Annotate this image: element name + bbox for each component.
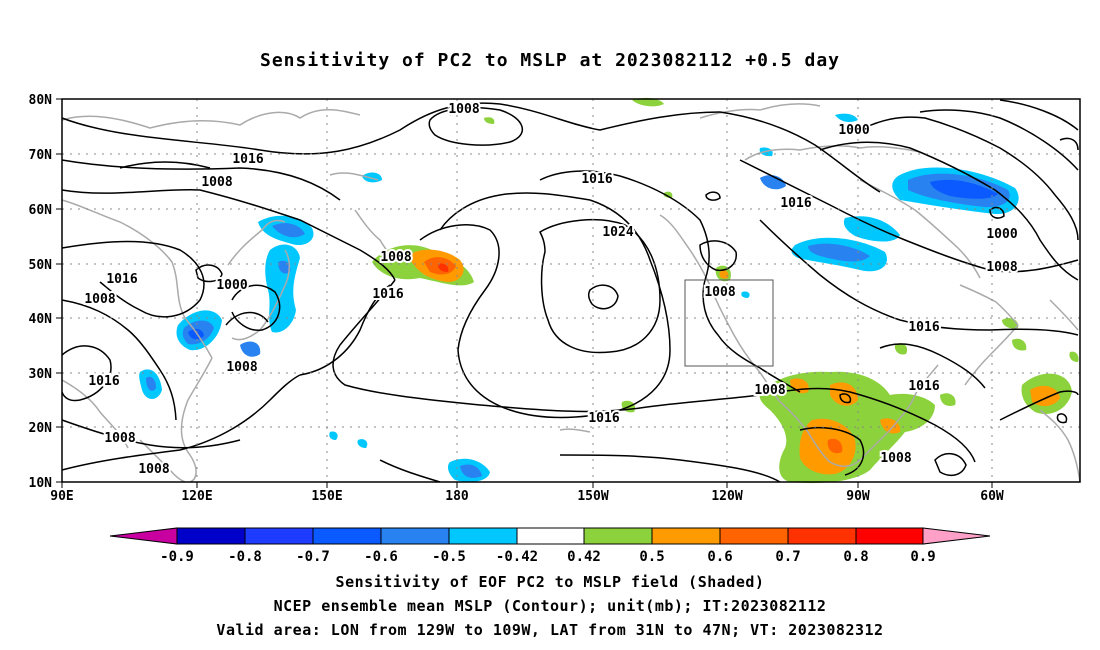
lat-label: 10N xyxy=(29,476,53,491)
contour-label: 1008 xyxy=(104,431,135,446)
colorbar-label: 0.8 xyxy=(843,549,868,565)
lon-label: 150W xyxy=(577,489,608,504)
contour-label: 1008 xyxy=(84,292,115,307)
colorbar-label: -0.7 xyxy=(296,549,330,565)
colorbar-label: -0.42 xyxy=(496,549,538,565)
mslp-contours xyxy=(61,99,1079,483)
colorbar-segment xyxy=(176,527,246,545)
contour-labels: 1008 1016 1008 1016 1008 1000 1008 1016 … xyxy=(82,100,1019,479)
colorbar-label: 0.5 xyxy=(639,549,664,565)
lat-label: 60N xyxy=(29,203,53,218)
contour-label: 1016 xyxy=(588,411,619,426)
contour-label: 1016 xyxy=(908,320,939,335)
colorbar-segment xyxy=(855,527,924,545)
contour-label: 1016 xyxy=(106,272,137,287)
gridlines xyxy=(62,99,1080,482)
lat-label: 50N xyxy=(29,258,53,273)
lon-label: 60W xyxy=(980,489,1004,504)
contour-label: 1008 xyxy=(138,462,169,477)
lat-label: 70N xyxy=(29,148,53,163)
lon-label: 150E xyxy=(311,489,342,504)
colorbar-extend-low xyxy=(109,527,178,545)
colorbar-segment xyxy=(787,527,857,545)
lon-label: 90W xyxy=(846,489,870,504)
contour-label: 1008 xyxy=(380,250,411,265)
caption-line-2: NCEP ensemble mean MSLP (Contour); unit(… xyxy=(273,597,827,615)
contour-label: 1016 xyxy=(88,374,119,389)
contour-label: 1008 xyxy=(754,383,785,398)
lat-label: 30N xyxy=(29,367,53,382)
lat-label: 80N xyxy=(29,93,53,108)
colorbar xyxy=(109,527,991,545)
contour-label: 1016 xyxy=(908,379,939,394)
contour-label: 1000 xyxy=(216,278,247,293)
colorbar-segment xyxy=(244,527,314,545)
latitude-labels: 80N 70N 60N 50N 40N 30N 20N 10N xyxy=(29,93,53,491)
colorbar-segment xyxy=(448,527,518,545)
contour-label: 1000 xyxy=(986,227,1017,242)
colorbar-label: 0.42 xyxy=(567,549,601,565)
contour-label: 1008 xyxy=(704,285,735,300)
colorbar-label: -0.8 xyxy=(228,549,262,565)
colorbar-labels: -0.9 -0.8 -0.7 -0.6 -0.5 -0.42 0.42 0.5 … xyxy=(160,549,936,565)
lat-label: 20N xyxy=(29,421,53,436)
contour-label: 1024 xyxy=(602,225,633,240)
contour-label: 1016 xyxy=(232,152,263,167)
contour-label: 1016 xyxy=(780,196,811,211)
longitude-labels: 90E 120E 150E 180 150W 120W 90W 60W xyxy=(50,489,1004,504)
contour-label: 1016 xyxy=(581,172,612,187)
colorbar-segment xyxy=(583,527,653,545)
colorbar-label: 0.6 xyxy=(707,549,732,565)
lat-label: 40N xyxy=(29,312,53,327)
caption-line-1: Sensitivity of EOF PC2 to MSLP field (Sh… xyxy=(335,573,765,591)
contour-label: 1016 xyxy=(372,287,403,302)
colorbar-label: 0.9 xyxy=(910,549,935,565)
colorbar-segment xyxy=(651,527,721,545)
colorbar-extend-high xyxy=(922,527,991,545)
colorbar-segment xyxy=(312,527,382,545)
colorbar-label: -0.5 xyxy=(432,549,466,565)
contour-label: 1008 xyxy=(880,451,911,466)
contour-label: 1008 xyxy=(448,102,479,117)
contour-label: 1008 xyxy=(986,260,1017,275)
colorbar-segment xyxy=(719,527,789,545)
lon-label: 90E xyxy=(50,489,73,504)
lon-label: 120W xyxy=(711,489,742,504)
colorbar-label: -0.6 xyxy=(364,549,398,565)
contour-label: 1008 xyxy=(201,175,232,190)
colorbar-label: 0.7 xyxy=(775,549,800,565)
valid-area-box xyxy=(684,279,774,367)
shaded-sensitivity xyxy=(139,97,1079,484)
contour-label: 1008 xyxy=(226,360,257,375)
lon-label: 180 xyxy=(445,489,469,504)
lon-label: 120E xyxy=(181,489,212,504)
caption-line-3: Valid area: LON from 129W to 109W, LAT f… xyxy=(216,621,884,639)
contour-label: 1000 xyxy=(838,123,869,138)
colorbar-label: -0.9 xyxy=(160,549,194,565)
axis-ticks xyxy=(56,98,993,488)
colorbar-segment xyxy=(380,527,450,545)
chart-title: Sensitivity of PC2 to MSLP at 2023082112… xyxy=(259,50,840,71)
map-frame xyxy=(61,98,1081,483)
colorbar-segment xyxy=(516,527,585,545)
coastlines xyxy=(61,103,1081,483)
